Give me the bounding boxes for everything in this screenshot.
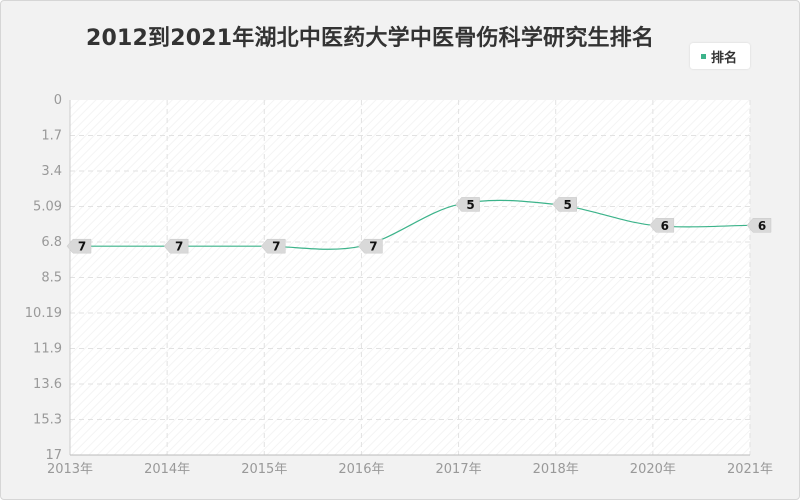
- data-point: 6: [746, 218, 772, 233]
- x-tick-label: 2018年: [533, 462, 579, 477]
- data-label-bg: [66, 238, 92, 254]
- data-label-bg: [746, 218, 772, 233]
- data-label-bg: [649, 218, 675, 233]
- data-label: 7: [175, 240, 183, 254]
- data-point: 7: [66, 238, 92, 254]
- x-axis-labels: 2013年 2014年 2015年 2016年 2017年 2018年 2020年 2021年: [47, 462, 773, 477]
- data-label: 7: [369, 240, 377, 254]
- y-tick-label: 17: [45, 448, 62, 463]
- y-axis-labels: 0 1.7 3.4 5.09 6.8 8.5 10.19 11.9 13.6 15.3 17: [25, 93, 62, 463]
- data-label: 5: [564, 198, 572, 212]
- x-tick-label: 2016年: [338, 462, 384, 477]
- x-tick-label: 2014年: [144, 462, 190, 477]
- x-tick-label: 2017年: [436, 462, 482, 477]
- x-tick-label: 2013年: [47, 462, 93, 477]
- data-label: 6: [661, 219, 669, 233]
- y-tick-label: 8.5: [41, 271, 62, 286]
- legend-swatch: [701, 54, 706, 59]
- plot-area: [70, 100, 750, 455]
- x-tick-label: 2020年: [630, 462, 676, 477]
- data-point: 5: [552, 197, 577, 212]
- data-label-bg: [260, 238, 286, 254]
- data-label-bg: [455, 197, 480, 212]
- data-label: 7: [272, 240, 280, 254]
- axes: [69, 100, 750, 456]
- legend-label: 排名: [711, 51, 738, 66]
- y-tick-label: 0: [54, 93, 62, 108]
- x-tick-label: 2021年: [727, 462, 773, 477]
- data-point: 7: [260, 238, 286, 254]
- y-tick-label: 3.4: [41, 164, 62, 179]
- y-tick-label: 1.7: [41, 129, 62, 144]
- data-label-bg: [552, 197, 577, 212]
- data-point: 7: [163, 238, 189, 254]
- y-tick-label: 5.09: [33, 200, 62, 215]
- y-tick-label: 11.9: [33, 342, 62, 357]
- data-labels: 7 7 7 7 5 5 6 6: [66, 197, 772, 254]
- x-tick-label: 2015年: [241, 462, 287, 477]
- data-label: 7: [78, 240, 86, 254]
- data-label-bg: [358, 238, 383, 254]
- data-label: 5: [466, 198, 474, 212]
- y-tick-label: 13.6: [33, 377, 62, 392]
- chart-title: 2012到2021年湖北中医药大学中医骨伤科学研究生排名: [86, 26, 655, 51]
- y-tick-label: 15.3: [33, 413, 62, 428]
- data-point: 5: [455, 197, 480, 212]
- data-point: 6: [649, 218, 675, 233]
- data-point: 7: [358, 238, 383, 254]
- y-tick-label: 6.8: [41, 235, 62, 250]
- y-tick-label: 10.19: [25, 306, 62, 321]
- data-label: 6: [758, 219, 766, 233]
- data-label-bg: [163, 238, 189, 254]
- legend[interactable]: 排名: [690, 43, 750, 69]
